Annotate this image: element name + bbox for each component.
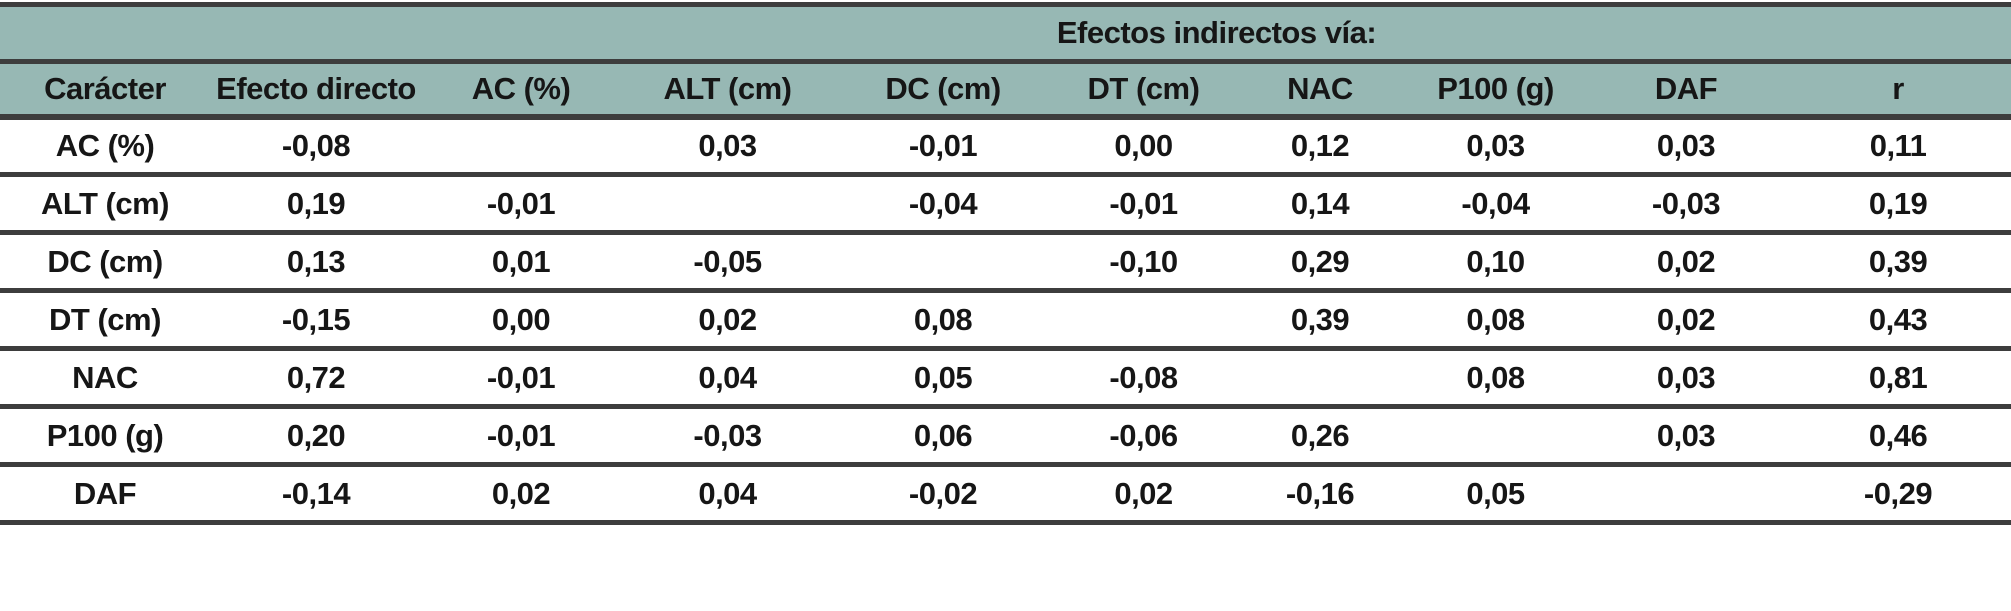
table-cell	[1587, 465, 1785, 523]
table-cell: 0,00	[1114, 127, 1173, 163]
table-cell: 0,04	[698, 475, 757, 511]
table-cell	[422, 117, 620, 175]
col-header-dt: DT (cm)	[1087, 70, 1200, 106]
table-cell: -0,05	[693, 243, 762, 279]
table-cell	[1051, 291, 1236, 349]
table-cell: -0,06	[1109, 417, 1178, 453]
table-cell: -0,04	[1461, 185, 1530, 221]
table-cell: 0,13	[286, 243, 346, 279]
row-label: DAF	[73, 475, 137, 511]
table-cell: 0,43	[1868, 301, 1928, 337]
table-row-dc: DC (cm) 0,13 0,01 -0,05 -0,10 0,29 0,10 …	[0, 232, 2011, 291]
table-cell: -0,15	[281, 301, 351, 337]
column-header-row: Carácter Efecto directo AC (%) ALT (cm) …	[0, 61, 2011, 117]
table-row-alt: ALT (cm) 0,19 -0,01 -0,04 -0,01 0,14 -0,…	[0, 174, 2011, 233]
table-cell: -0,14	[281, 475, 351, 511]
table-cell: 0,81	[1868, 359, 1928, 395]
col-header-caracter: Carácter	[44, 70, 166, 106]
table-cell: 0,39	[1290, 301, 1350, 337]
col-header-nac: NAC	[1287, 70, 1353, 106]
table-cell: 0,03	[1656, 417, 1716, 453]
table-cell: -0,01	[908, 127, 978, 163]
table-cell: -0,10	[1109, 243, 1178, 279]
table-row-daf: DAF -0,14 0,02 0,04 -0,02 0,02 -0,16 0,0…	[0, 464, 2011, 523]
col-header-daf: DAF	[1654, 70, 1718, 106]
table-cell: 0,00	[491, 301, 551, 337]
table-cell	[1236, 349, 1404, 407]
table-row-dt: DT (cm) -0,15 0,00 0,02 0,08 0,39 0,08 0…	[0, 290, 2011, 349]
span-header-empty-cell	[0, 5, 422, 62]
table-cell: 0,20	[286, 417, 346, 453]
table-cell: -0,03	[693, 417, 762, 453]
span-header-row: Efectos indirectos vía:	[0, 4, 2011, 62]
table-cell	[1404, 407, 1587, 465]
table-cell: -0,29	[1863, 475, 1933, 511]
row-label: NAC	[72, 359, 138, 395]
table-cell: 0,08	[1466, 301, 1525, 337]
table-cell: 0,08	[1466, 359, 1525, 395]
table-cell: 0,12	[1290, 127, 1350, 163]
table-cell: 0,01	[491, 243, 551, 279]
table-cell: -0,16	[1285, 475, 1355, 511]
table-cell: -0,08	[281, 127, 351, 163]
table-cell: 0,04	[698, 359, 757, 395]
table-cell: -0,04	[908, 185, 978, 221]
table-cell: 0,03	[1656, 359, 1716, 395]
table-cell: 0,02	[491, 475, 551, 511]
table-row-nac: NAC 0,72 -0,01 0,04 0,05 -0,08 0,08 0,03…	[0, 348, 2011, 407]
table-cell: 0,08	[913, 301, 973, 337]
path-analysis-table: Efectos indirectos vía: Carácter Efecto …	[0, 2, 2011, 525]
table-cell: 0,39	[1868, 243, 1928, 279]
table-row-p100: P100 (g) 0,20 -0,01 -0,03 0,06 -0,06 0,2…	[0, 406, 2011, 465]
table-cell: 0,05	[1466, 475, 1525, 511]
table-cell: 0,10	[1466, 243, 1525, 279]
table-cell: 0,02	[1656, 243, 1716, 279]
table-cell: 0,72	[286, 359, 346, 395]
row-label: P100 (g)	[46, 417, 164, 453]
table-cell: 0,03	[698, 127, 757, 163]
table-cell: -0,02	[908, 475, 978, 511]
row-label: ALT (cm)	[40, 185, 170, 221]
col-header-dc: DC (cm)	[885, 70, 1001, 106]
table-cell: -0,01	[486, 417, 556, 453]
table-cell: 0,14	[1290, 185, 1350, 221]
span-header-title: Efectos indirectos vía:	[1056, 15, 1377, 50]
table-cell	[835, 233, 1051, 291]
table-cell: 0,26	[1290, 417, 1350, 453]
row-label: DC (cm)	[47, 243, 163, 279]
table-cell: -0,08	[1109, 359, 1178, 395]
table-cell: 0,02	[1114, 475, 1173, 511]
table-cell: 0,19	[286, 185, 346, 221]
table-cell: 0,03	[1466, 127, 1525, 163]
table-cell: -0,01	[1109, 185, 1178, 221]
table-cell: -0,03	[1651, 185, 1721, 221]
table-cell	[620, 175, 835, 233]
table-cell: -0,01	[486, 185, 556, 221]
table-cell: 0,03	[1656, 127, 1716, 163]
row-label: DT (cm)	[49, 301, 161, 337]
table-cell: 0,02	[1656, 301, 1716, 337]
table-cell: 0,29	[1290, 243, 1350, 279]
col-header-r: r	[1892, 70, 1904, 106]
table-row-ac: AC (%) -0,08 0,03 -0,01 0,00 0,12 0,03 0…	[0, 116, 2011, 175]
table-cell: 0,19	[1868, 185, 1928, 221]
table-cell: 0,11	[1869, 127, 1927, 163]
col-header-alt: ALT (cm)	[663, 70, 792, 106]
col-header-efecto-directo: Efecto directo	[216, 70, 416, 106]
row-label: AC (%)	[55, 127, 155, 163]
table-cell: 0,02	[698, 301, 757, 337]
table-cell: -0,01	[486, 359, 556, 395]
table-cell: 0,06	[913, 417, 973, 453]
table-cell: 0,46	[1868, 417, 1928, 453]
col-header-p100: P100 (g)	[1437, 70, 1554, 106]
col-header-ac: AC (%)	[471, 70, 571, 106]
table-cell: 0,05	[913, 359, 973, 395]
